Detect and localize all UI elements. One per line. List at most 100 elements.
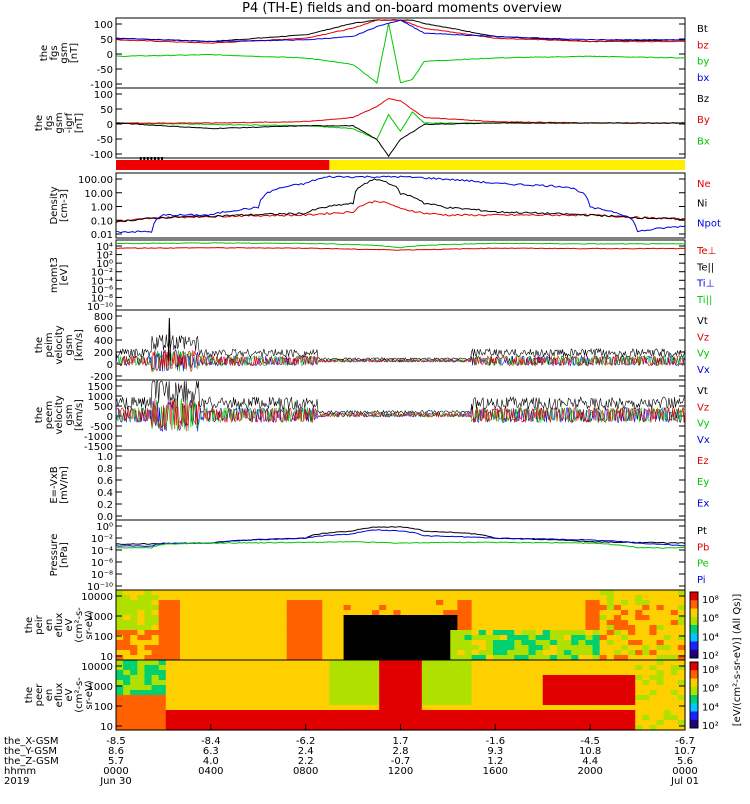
- heatmap-cell: [464, 650, 473, 656]
- heatmap-cell: [187, 710, 195, 716]
- heatmap-cell: [628, 725, 636, 731]
- heatmap-cell: [677, 620, 686, 626]
- heatmap-cell: [535, 695, 544, 701]
- heatmap-cell: [379, 695, 387, 701]
- heatmap-cell: [571, 645, 579, 651]
- heatmap-cell: [436, 690, 444, 696]
- heatmap-cell: [521, 725, 530, 731]
- heatmap-cell: [635, 600, 643, 606]
- heatmap-cell: [628, 710, 636, 716]
- heatmap-cell: [571, 675, 579, 681]
- heatmap-cell: [407, 720, 416, 726]
- heatmap-cell: [521, 665, 530, 671]
- heatmap-cell: [400, 720, 409, 726]
- colorbar-tick-label: 10⁸: [702, 665, 719, 676]
- heatmap-cell: [471, 725, 480, 731]
- heatmap-cell: [293, 655, 302, 661]
- x-row-label: the_Z-GSM: [4, 756, 59, 767]
- heatmap-cell: [471, 605, 480, 611]
- heatmap-cell: [592, 720, 601, 726]
- heatmap-cell: [464, 640, 473, 646]
- heatmap-cell: [379, 590, 387, 596]
- heatmap-cell: [350, 685, 359, 691]
- heatmap-cell: [663, 630, 672, 636]
- heatmap-cell: [450, 640, 458, 646]
- heatmap-cell: [556, 715, 565, 721]
- heatmap-cell: [322, 590, 330, 596]
- heatmap-cell: [592, 595, 601, 601]
- heatmap-cell: [130, 660, 138, 666]
- heatmap-cell: [407, 605, 416, 611]
- heatmap-cell: [421, 595, 430, 601]
- heatmap-cell: [492, 690, 501, 696]
- heatmap-cell: [116, 665, 124, 671]
- heatmap-cell: [116, 630, 124, 636]
- heatmap-cell: [251, 635, 259, 641]
- heatmap-cell: [663, 610, 672, 616]
- heatmap-cell: [194, 690, 202, 696]
- heatmap-cell: [613, 665, 622, 671]
- heatmap-cell: [443, 620, 451, 626]
- heatmap-cell: [208, 595, 217, 601]
- heatmap-cell: [471, 655, 480, 661]
- heatmap-cell: [357, 590, 366, 596]
- heatmap-cell: [308, 705, 316, 711]
- heatmap-cell: [571, 720, 579, 726]
- heatmap-cell: [258, 620, 266, 626]
- heatmap-cell: [244, 625, 252, 631]
- heatmap-cell: [180, 590, 188, 596]
- heatmap-cell: [635, 650, 643, 656]
- heatmap-cell: [194, 700, 202, 706]
- heatmap-cell: [165, 590, 174, 596]
- heatmap-cell: [507, 615, 515, 621]
- heatmap-cell: [485, 715, 494, 721]
- heatmap-cell: [151, 635, 160, 641]
- heatmap-cell: [421, 675, 430, 681]
- heatmap-cell: [336, 595, 345, 601]
- heatmap-cell: [308, 695, 316, 701]
- heatmap-cell: [620, 685, 629, 691]
- x-row-value: 2000: [577, 766, 602, 777]
- heatmap-cell: [151, 710, 160, 716]
- heatmap-cell: [592, 610, 601, 616]
- heatmap-cell: [116, 695, 124, 701]
- plot-title: P4 (TH-E) fields and on-board moments ov…: [242, 1, 562, 16]
- heatmap-cell: [315, 700, 323, 706]
- heatmap-cell: [251, 625, 259, 631]
- heatmap-cell: [343, 655, 352, 661]
- heatmap-cell: [236, 610, 245, 616]
- heatmap-cell: [187, 685, 195, 691]
- heatmap-cell: [343, 630, 352, 636]
- heatmap-cell: [649, 675, 658, 681]
- heatmap-cell: [308, 625, 316, 631]
- heatmap-cell: [585, 650, 594, 656]
- heatmap-cell: [386, 690, 394, 696]
- heatmap-cell: [642, 680, 651, 686]
- heatmap-cell: [123, 665, 131, 671]
- y-tick-label: 1.00: [91, 203, 113, 214]
- heatmap-cell: [592, 675, 601, 681]
- y-axis-label: fgs: [44, 115, 55, 130]
- heatmap-cell: [457, 660, 466, 666]
- heatmap-cell: [564, 645, 572, 651]
- x-row-value: 4.0: [203, 756, 219, 767]
- heatmap-cell: [308, 660, 316, 666]
- heatmap-cell: [628, 685, 636, 691]
- heatmap-cell: [357, 675, 366, 681]
- heatmap-cell: [130, 590, 138, 596]
- heatmap-cell: [407, 680, 416, 686]
- heatmap-cell: [172, 695, 181, 701]
- heatmap-cell: [571, 725, 579, 731]
- heatmap-cell: [564, 665, 572, 671]
- heatmap-cell: [400, 640, 409, 646]
- series-line: [116, 19, 686, 43]
- heatmap-cell: [300, 605, 309, 611]
- heatmap-cell: [620, 620, 629, 626]
- heatmap-cell: [492, 655, 501, 661]
- heatmap-cell: [556, 685, 565, 691]
- heatmap-cell: [642, 595, 651, 601]
- heatmap-cell: [194, 665, 202, 671]
- heatmap-cell: [286, 695, 295, 701]
- heatmap-cell: [578, 645, 587, 651]
